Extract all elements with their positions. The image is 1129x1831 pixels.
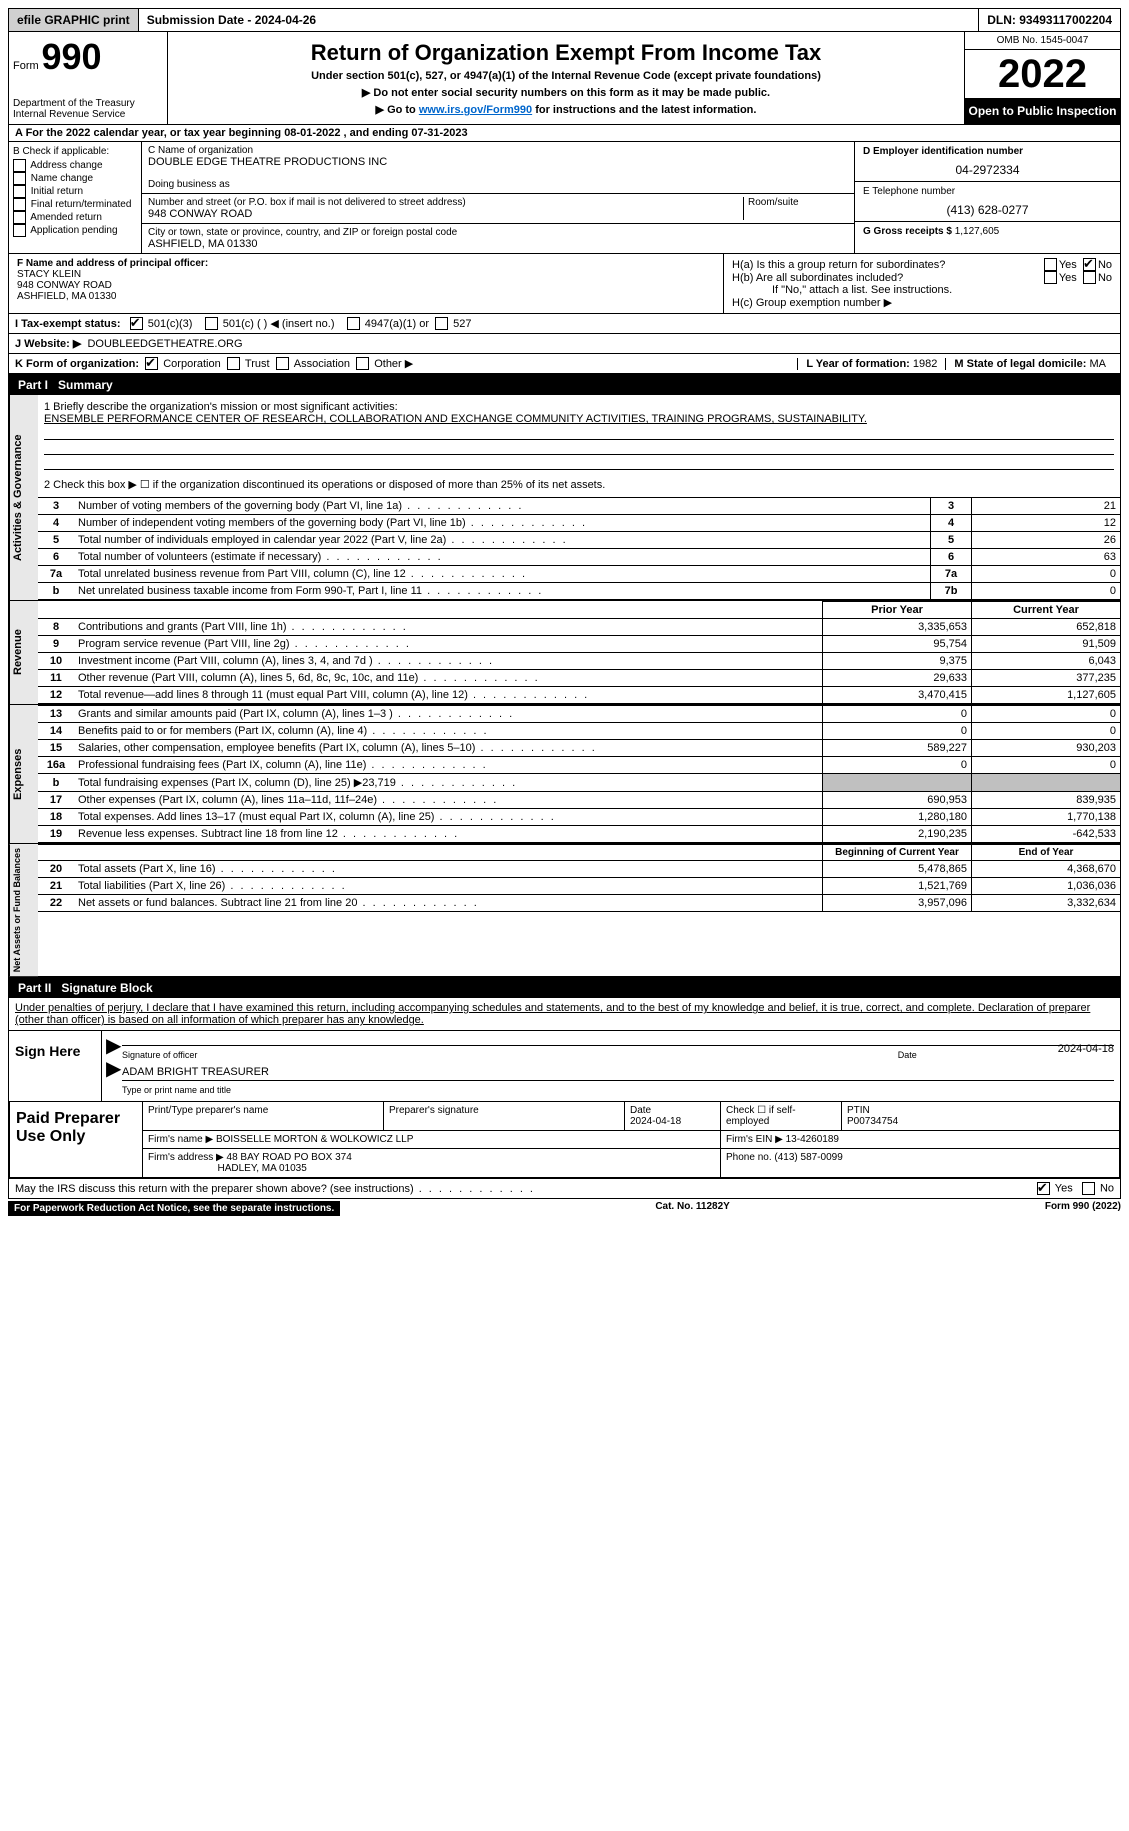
- discuss-no[interactable]: [1082, 1182, 1095, 1195]
- check-final-return[interactable]: Final return/terminated: [13, 198, 137, 211]
- net-assets-section: Net Assets or Fund Balances Beginning of…: [8, 844, 1121, 977]
- net-assets-table: Beginning of Current YearEnd of Year20To…: [38, 844, 1120, 912]
- form-title: Return of Organization Exempt From Incom…: [172, 40, 960, 66]
- check-4947[interactable]: [347, 317, 360, 330]
- org-name: DOUBLE EDGE THEATRE PRODUCTIONS INC: [148, 156, 848, 168]
- row-i-tax-status: I Tax-exempt status: 501(c)(3) 501(c) ( …: [8, 314, 1121, 334]
- col-b-checkboxes: B Check if applicable: Address change Na…: [9, 142, 142, 253]
- mission-description: ENSEMBLE PERFORMANCE CENTER OF RESEARCH,…: [44, 413, 1114, 425]
- room-label: Room/suite: [748, 197, 848, 208]
- efile-graphic-print[interactable]: efile GRAPHIC print: [9, 9, 139, 31]
- row-klm: K Form of organization: Corporation Trus…: [8, 354, 1121, 374]
- ein-label: D Employer identification number: [863, 146, 1112, 157]
- check-corporation[interactable]: [145, 357, 158, 370]
- check-trust[interactable]: [227, 357, 240, 370]
- part-1-header: Part I Summary: [8, 374, 1121, 395]
- h-a-yes[interactable]: [1044, 258, 1057, 271]
- header-right: OMB No. 1545-0047 2022 Open to Public In…: [964, 32, 1120, 124]
- form-header: Form 990 Department of the Treasury Inte…: [8, 32, 1121, 125]
- row-j-website: J Website: ▶ DOUBLEEDGETHEATRE.ORG: [8, 334, 1121, 354]
- name-title-line: ▶ ADAM BRIGHT TREASURER: [122, 1064, 1114, 1081]
- col-c-org-info: C Name of organization DOUBLE EDGE THEAT…: [142, 142, 855, 253]
- omb-number: OMB No. 1545-0047: [965, 32, 1120, 50]
- expenses-section: Expenses 13Grants and similar amounts pa…: [8, 705, 1121, 844]
- check-501c[interactable]: [205, 317, 218, 330]
- preparer-table: Paid Preparer Use Only Print/Type prepar…: [9, 1101, 1120, 1178]
- firm-addr1: 48 BAY ROAD PO BOX 374: [227, 1152, 352, 1163]
- form-number: 990: [41, 36, 101, 77]
- submission-date: Submission Date - 2024-04-26: [139, 9, 980, 31]
- note-link: ▶ Go to www.irs.gov/Form990 for instruct…: [172, 103, 960, 116]
- col-de-right: D Employer identification number 04-2972…: [855, 142, 1120, 253]
- org-name-label: C Name of organization: [148, 145, 848, 156]
- check-self-employed[interactable]: Check ☐ if self-employed: [726, 1105, 796, 1127]
- city-label: City or town, state or province, country…: [148, 227, 848, 238]
- firm-phone: (413) 587-0099: [774, 1152, 842, 1163]
- gross-value: 1,127,605: [955, 226, 1000, 237]
- cat-number: Cat. No. 11282Y: [655, 1201, 729, 1216]
- check-amended-return[interactable]: Amended return: [13, 211, 137, 224]
- ein-value: 04-2972334: [863, 163, 1112, 177]
- city-value: ASHFIELD, MA 01330: [148, 238, 848, 250]
- street-value: 948 CONWAY ROAD: [148, 208, 743, 220]
- revenue-section: Revenue Prior YearCurrent Year8Contribut…: [8, 601, 1121, 705]
- year-formation: 1982: [913, 358, 937, 370]
- phone-label: E Telephone number: [863, 186, 1112, 197]
- check-501c3[interactable]: [130, 317, 143, 330]
- activities-governance: Activities & Governance 1 Briefly descri…: [8, 395, 1121, 601]
- state-domicile: MA: [1090, 358, 1107, 370]
- tax-year: 2022: [965, 50, 1120, 98]
- section-b-through-g: B Check if applicable: Address change Na…: [8, 142, 1121, 254]
- col-f-officer: F Name and address of principal officer:…: [9, 254, 724, 313]
- h-a-no[interactable]: [1083, 258, 1096, 271]
- discuss-yes[interactable]: [1037, 1182, 1050, 1195]
- preparer-date: 2024-04-18: [630, 1116, 681, 1127]
- street-label: Number and street (or P.O. box if mail i…: [148, 197, 743, 208]
- check-application-pending[interactable]: Application pending: [13, 224, 137, 237]
- row-a-calendar-year: A For the 2022 calendar year, or tax yea…: [8, 125, 1121, 142]
- form-footer-label: Form 990 (2022): [1045, 1201, 1121, 1216]
- form-subtitle: Under section 501(c), 527, or 4947(a)(1)…: [172, 70, 960, 82]
- part-2-header: Part II Signature Block: [8, 977, 1121, 998]
- signature-date: 2024-04-18: [1058, 1043, 1114, 1055]
- check-association[interactable]: [276, 357, 289, 370]
- check-name-change[interactable]: Name change: [13, 172, 137, 185]
- expenses-table: 13Grants and similar amounts paid (Part …: [38, 705, 1120, 843]
- top-bar: efile GRAPHIC print Submission Date - 20…: [8, 8, 1121, 32]
- revenue-table: Prior YearCurrent Year8Contributions and…: [38, 601, 1120, 704]
- officer-signature-line[interactable]: ▶ 2024-04-18: [122, 1041, 1114, 1046]
- dln: DLN: 93493117002204: [979, 9, 1120, 31]
- check-other[interactable]: [356, 357, 369, 370]
- dba-label: Doing business as: [148, 179, 848, 190]
- h-b-yes[interactable]: [1044, 271, 1057, 284]
- section-f-h: F Name and address of principal officer:…: [8, 254, 1121, 314]
- check-initial-return[interactable]: Initial return: [13, 185, 137, 198]
- website-value: DOUBLEEDGETHEATRE.ORG: [87, 338, 242, 350]
- h-b-no[interactable]: [1083, 271, 1096, 284]
- firm-addr2: HADLEY, MA 01035: [217, 1163, 306, 1174]
- paperwork-notice: For Paperwork Reduction Act Notice, see …: [8, 1201, 340, 1216]
- gross-label: G Gross receipts $: [863, 226, 952, 237]
- dept-treasury: Department of the Treasury Internal Reve…: [13, 98, 163, 120]
- check-address-change[interactable]: Address change: [13, 159, 137, 172]
- sign-here-label: Sign Here: [9, 1031, 102, 1101]
- col-h-group: H(a) Is this a group return for subordin…: [724, 254, 1120, 313]
- header-left: Form 990 Department of the Treasury Inte…: [9, 32, 168, 124]
- signature-block: Under penalties of perjury, I declare th…: [8, 998, 1121, 1199]
- page-footer: For Paperwork Reduction Act Notice, see …: [8, 1199, 1121, 1218]
- paid-preparer-label: Paid Preparer Use Only: [10, 1102, 143, 1178]
- open-to-public: Open to Public Inspection: [965, 98, 1120, 124]
- firm-name: BOISSELLE MORTON & WOLKOWICZ LLP: [216, 1134, 413, 1145]
- governance-table: 3Number of voting members of the governi…: [38, 497, 1120, 600]
- header-mid: Return of Organization Exempt From Incom…: [168, 32, 964, 124]
- check-527[interactable]: [435, 317, 448, 330]
- irs-link[interactable]: www.irs.gov/Form990: [419, 104, 532, 116]
- note-ssn: ▶ Do not enter social security numbers o…: [172, 86, 960, 99]
- form-prefix: Form: [13, 60, 39, 72]
- firm-ein: 13-4260189: [786, 1134, 839, 1145]
- ptin-value: P00734754: [847, 1116, 898, 1127]
- phone-value: (413) 628-0277: [863, 203, 1112, 217]
